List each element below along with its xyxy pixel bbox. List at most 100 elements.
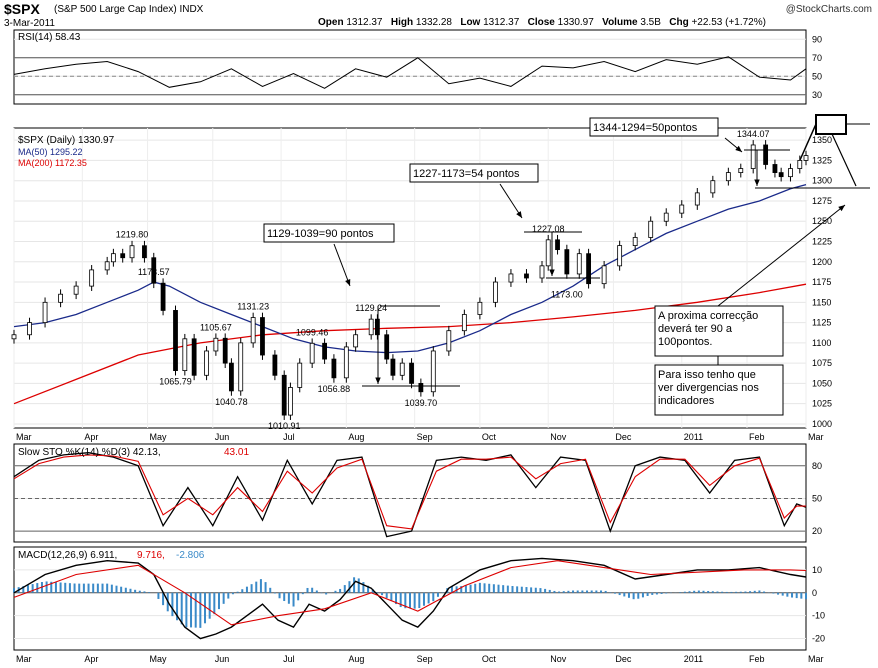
candle-body	[555, 239, 560, 251]
note-2-arrow-head	[516, 211, 522, 218]
candle-body	[508, 273, 514, 283]
peak-label: 1010.91	[268, 421, 301, 431]
macd-histogram-bar	[45, 581, 48, 593]
candle-body	[89, 269, 95, 287]
exchange: INDX	[179, 4, 204, 15]
price-tick-label: 1025	[812, 399, 832, 409]
macd-histogram-bar	[651, 592, 654, 595]
macd-histogram-bar	[562, 591, 565, 593]
note-4-text: 100pontos.	[658, 336, 712, 348]
candle-body	[260, 317, 265, 356]
x-tick-label-macd: Nov	[550, 654, 567, 664]
candle-body	[120, 253, 126, 259]
candle-body	[129, 245, 135, 259]
macd-histogram-bar	[273, 592, 276, 594]
macd-histogram-bar	[22, 586, 25, 593]
peak-label: 1227.08	[532, 224, 565, 234]
macd-histogram-bar	[422, 592, 425, 606]
macd-histogram-bar	[353, 577, 356, 593]
candle-body	[738, 168, 744, 173]
macd-histogram-bar	[283, 592, 286, 602]
candle-body	[322, 342, 327, 360]
macd-histogram-bar	[157, 592, 160, 599]
macd-histogram-bar	[59, 582, 62, 593]
peak-label: 1105.67	[200, 322, 232, 332]
macd-histogram-bar	[287, 592, 290, 604]
macd-histogram-bar	[730, 591, 733, 593]
macd-histogram-bar	[618, 592, 621, 596]
macd-histogram-bar	[763, 591, 766, 593]
macd-histogram-bar	[217, 592, 220, 610]
sto-tick-label: 80	[812, 461, 822, 471]
macd-histogram-bar	[744, 591, 747, 593]
macd-histogram-bar	[390, 592, 393, 602]
target-box	[815, 114, 847, 135]
rsi-frame	[13, 29, 807, 105]
price-tick-label: 1350	[812, 135, 832, 145]
macd-histogram-bar	[613, 592, 616, 594]
macd-histogram-bar	[306, 587, 309, 593]
candle-body	[539, 265, 545, 279]
macd-histogram-bar	[469, 584, 472, 593]
price-tick-label: 1175	[812, 277, 831, 287]
macd-histogram-bar	[553, 590, 556, 593]
macd-histogram-bar	[464, 585, 467, 593]
macd-histogram-bar	[492, 584, 495, 593]
x-tick-label-price: Dec	[615, 432, 632, 442]
macd-histogram-bar	[208, 592, 211, 619]
chg-value: +22.53 (+1.72%)	[691, 17, 766, 28]
macd-histogram-bar	[739, 591, 742, 593]
macd-histogram-bar	[245, 586, 248, 593]
candle-body	[663, 212, 669, 222]
macd-histogram-bar	[171, 592, 174, 617]
macd-histogram-bar	[707, 591, 710, 593]
open-label: Open	[318, 17, 344, 28]
price-tick-label: 1150	[812, 297, 831, 307]
macd-histogram-bar	[269, 587, 272, 593]
macd-histogram-bar	[436, 592, 439, 597]
macd-histogram-bar	[129, 588, 132, 593]
macd-histogram-bar	[73, 583, 76, 593]
price-legend-spx: $SPX (Daily) 1330.97	[18, 135, 115, 146]
macd-line	[13, 557, 807, 640]
candle-body	[160, 282, 166, 311]
macd-histogram-bar	[697, 590, 700, 593]
candle-body	[353, 334, 359, 348]
macd-histogram-bar	[54, 582, 57, 593]
candle-body	[58, 293, 63, 303]
macd-histogram-bar	[68, 583, 71, 593]
candle-body	[182, 338, 188, 372]
close-value: 1330.97	[557, 17, 594, 28]
candle-body	[42, 301, 48, 323]
macd-histogram-bar	[301, 592, 304, 595]
candle-body	[778, 172, 784, 178]
peak-label: 1219.80	[116, 230, 149, 240]
candle-body	[679, 204, 685, 214]
macd-histogram-bar	[604, 590, 607, 593]
note-1-text: 1129-1039=90 pontos	[267, 228, 374, 240]
chg-label: Chg	[669, 17, 689, 28]
x-tick-label-macd: May	[150, 654, 168, 664]
macd-histogram-bar	[385, 592, 388, 599]
price-tick-label: 1250	[812, 216, 832, 226]
macd-histogram-bar	[92, 583, 95, 593]
high-label: High	[390, 17, 414, 28]
macd-histogram-bar	[520, 586, 523, 593]
macd-histogram-bar	[64, 582, 67, 593]
x-tick-label-price: May	[150, 432, 168, 442]
candle-body	[104, 261, 110, 271]
rsi-panel: 30 50 70 90 RSI(14) 58.43	[13, 29, 822, 105]
note-4-box	[654, 305, 784, 357]
candle-body	[694, 192, 700, 206]
candle-body	[151, 257, 157, 284]
price-tick-label: 1125	[812, 318, 831, 328]
macd-histogram-bar	[586, 590, 589, 593]
target-diag	[831, 133, 857, 187]
peak-label: 1344.07	[737, 129, 770, 139]
macd-histogram-bar	[371, 589, 374, 593]
macd-histogram-bar	[534, 587, 537, 593]
candle-body	[11, 334, 17, 340]
macd-histogram-bar	[432, 592, 435, 602]
macd-histogram-bar	[800, 592, 803, 599]
macd-histogram-bar	[721, 591, 724, 593]
